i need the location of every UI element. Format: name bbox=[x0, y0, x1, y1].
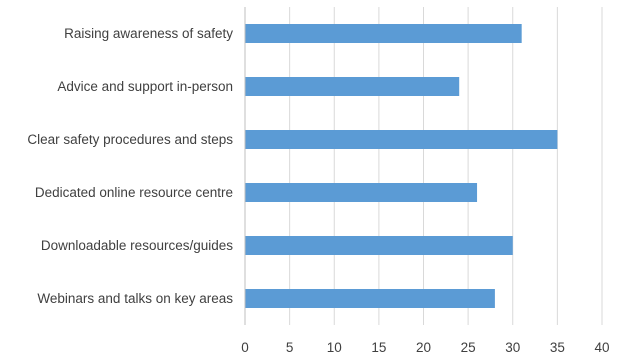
grid-layer bbox=[244, 7, 603, 325]
bar bbox=[245, 24, 522, 43]
x-tick-label: 5 bbox=[286, 340, 294, 355]
category-label: Advice and support in-person bbox=[57, 79, 233, 94]
category-label: Webinars and talks on key areas bbox=[37, 291, 233, 306]
category-label: Clear safety procedures and steps bbox=[27, 132, 233, 147]
category-label: Raising awareness of safety bbox=[64, 26, 233, 41]
bar bbox=[245, 130, 558, 149]
x-tick-label: 30 bbox=[505, 340, 520, 355]
bar bbox=[245, 77, 460, 96]
x-tick-labels: 0 5 10 15 20 25 30 35 40 bbox=[241, 340, 609, 355]
bar-layer bbox=[245, 24, 558, 308]
x-tick-label: 35 bbox=[550, 340, 565, 355]
x-tick-label: 40 bbox=[594, 340, 609, 355]
x-tick-label: 15 bbox=[371, 340, 386, 355]
category-label: Downloadable resources/guides bbox=[41, 238, 233, 253]
x-tick-label: 10 bbox=[327, 340, 342, 355]
x-tick-label: 20 bbox=[416, 340, 431, 355]
x-tick-label: 0 bbox=[241, 340, 249, 355]
bar bbox=[245, 236, 513, 255]
category-label: Dedicated online resource centre bbox=[35, 185, 233, 200]
category-labels: Raising awareness of safety Advice and su… bbox=[27, 26, 233, 306]
bar bbox=[245, 289, 495, 308]
x-tick-label: 25 bbox=[461, 340, 476, 355]
bar bbox=[245, 183, 478, 202]
